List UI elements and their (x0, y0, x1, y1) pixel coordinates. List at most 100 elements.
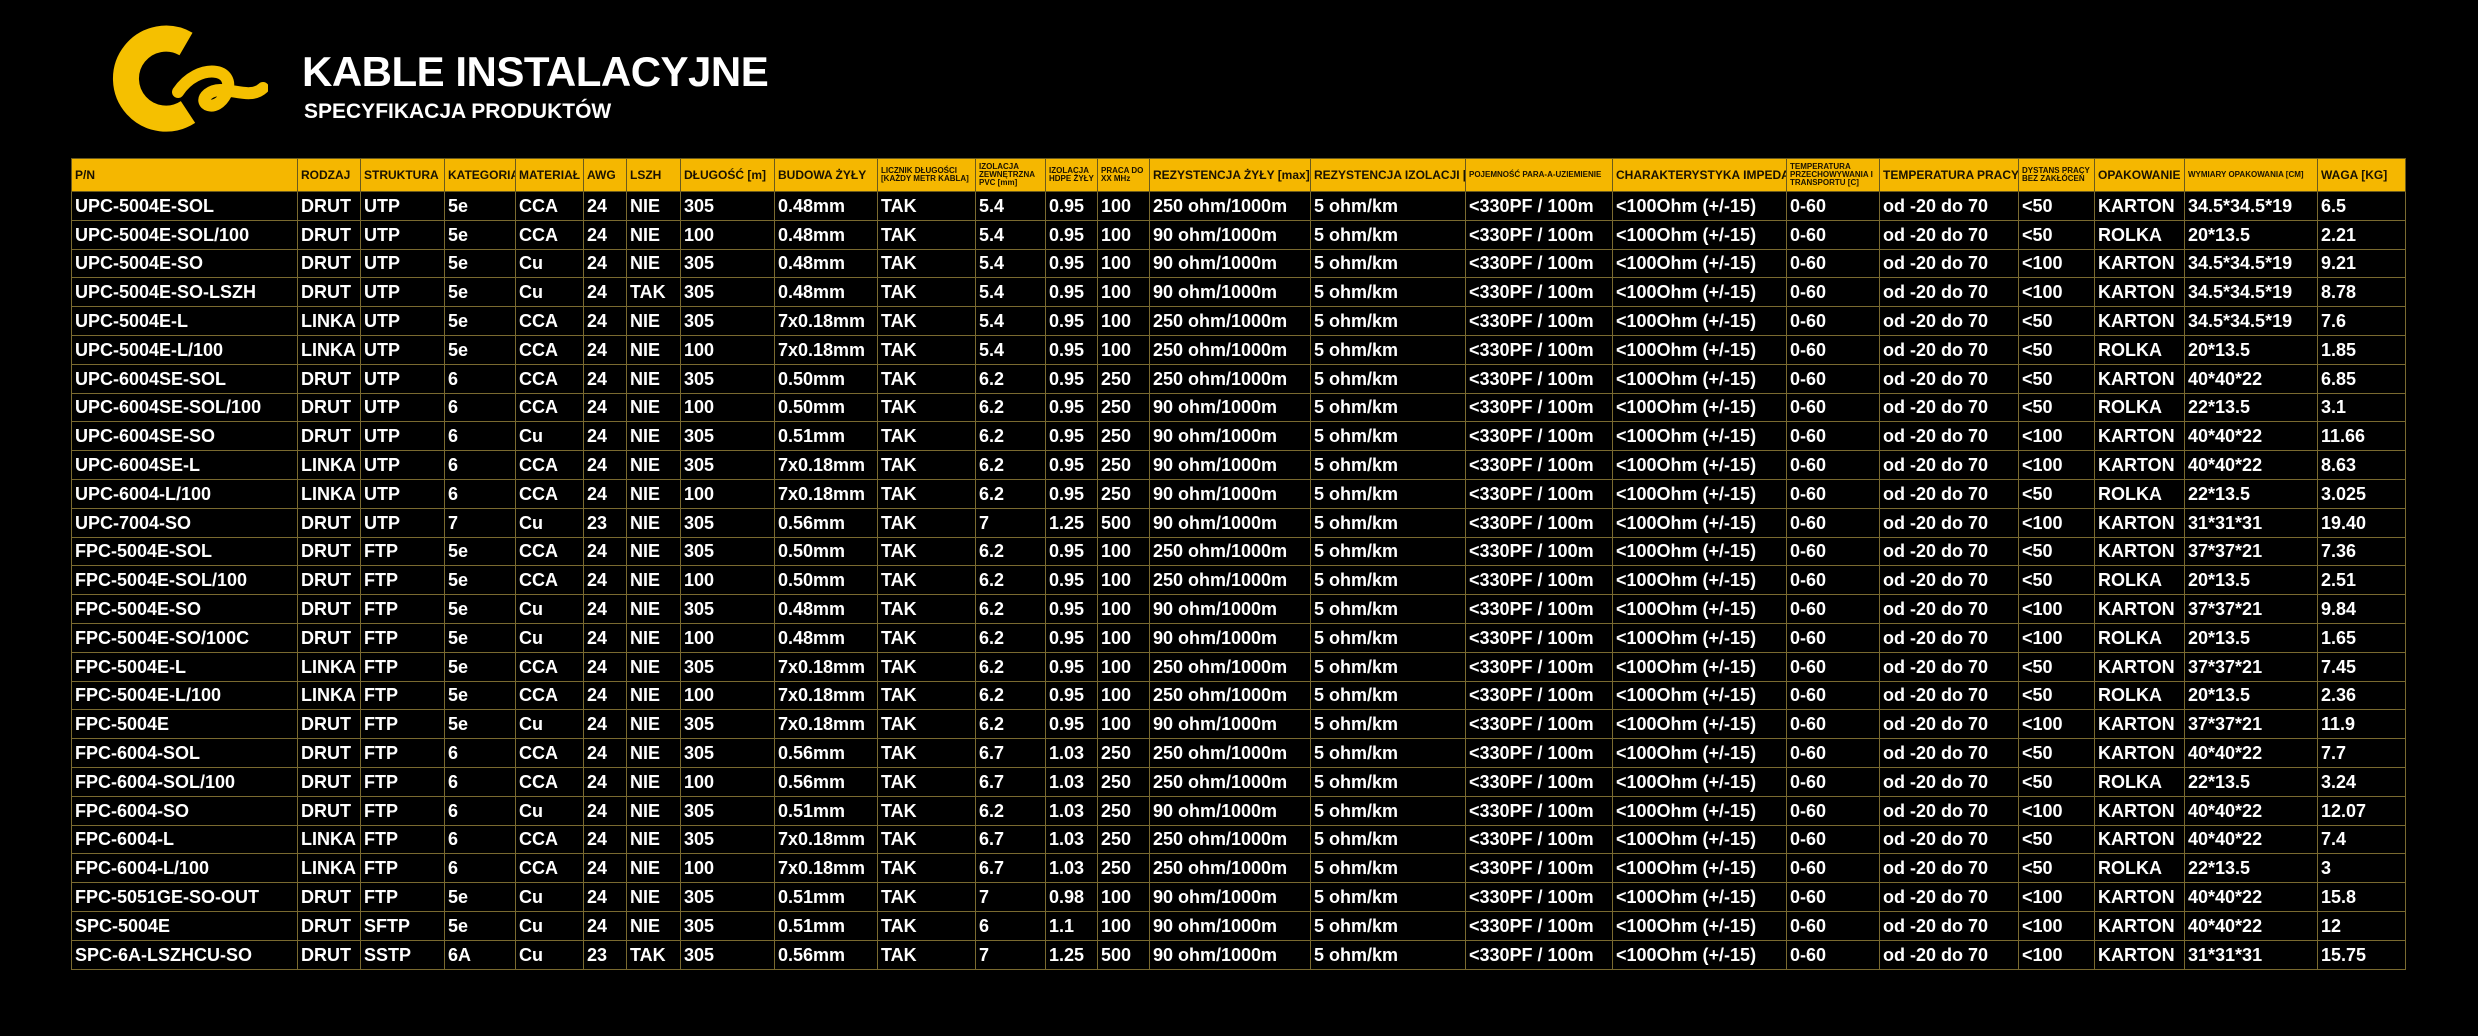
table-cell: FPC-5004E-SO (71, 594, 298, 624)
table-cell: 250 (1097, 392, 1150, 423)
table-cell: 250 ohm/1000m (1149, 853, 1311, 884)
table-cell: 7 (975, 939, 1046, 970)
table-cell: KARTON (2094, 536, 2185, 567)
table-cell: 5 ohm/km (1310, 622, 1466, 653)
table-cell: CCA (515, 738, 584, 768)
table-cell: CCA (515, 334, 584, 365)
table-cell: UPC-6004SE-SOL (71, 363, 298, 394)
table-cell: 22*13.5 (2184, 478, 2318, 509)
table-cell: 0.95 (1045, 421, 1098, 452)
table-cell: 2.36 (2317, 680, 2406, 711)
table-cell: DRUT (297, 219, 361, 250)
table-cell: <330PF / 100m (1465, 766, 1613, 797)
table-cell: TAK (877, 651, 976, 682)
table-cell: <100Ohm (+/-15) (1612, 824, 1787, 855)
table-cell: 7x0.18mm (774, 651, 878, 682)
table-cell: 100 (680, 853, 775, 884)
table-cell: CCA (515, 392, 584, 423)
table-cell: 9.21 (2317, 248, 2406, 279)
column-header: STRUKTURA (360, 158, 445, 192)
table-cell: TAK (877, 507, 976, 538)
table-cell: 0-60 (1786, 306, 1880, 336)
table-cell: 250 ohm/1000m (1149, 738, 1311, 768)
table-cell: <330PF / 100m (1465, 306, 1613, 336)
table-cell: LINKA (297, 306, 361, 336)
table-cell: TAK (877, 306, 976, 336)
table-cell: <100Ohm (+/-15) (1612, 536, 1787, 567)
table-cell: <100 (2018, 622, 2095, 653)
table-cell: 0.95 (1045, 191, 1098, 221)
table-cell: <100Ohm (+/-15) (1612, 450, 1787, 480)
table-cell: 0-60 (1786, 651, 1880, 682)
table-cell: TAK (877, 392, 976, 423)
column-header: OPAKOWANIE (2094, 158, 2185, 192)
table-cell: 0.95 (1045, 248, 1098, 279)
table-cell: 6.2 (975, 450, 1046, 480)
table-cell: UPC-5004E-SO (71, 248, 298, 279)
table-cell: NIE (626, 795, 681, 826)
table-cell: 6.7 (975, 824, 1046, 855)
table-cell: UPC-5004E-SO-LSZH (71, 277, 298, 308)
table-cell: od -20 do 70 (1879, 853, 2019, 884)
table-cell: 5e (444, 709, 516, 740)
table-cell: FTP (360, 824, 445, 855)
table-cell: ROLKA (2094, 565, 2185, 596)
column-header: CHARAKTERYSTYKA IMPEDANCJI (1612, 158, 1787, 192)
table-cell: <100 (2018, 795, 2095, 826)
table-cell: 250 ohm/1000m (1149, 191, 1311, 221)
table-cell: 1.03 (1045, 766, 1098, 797)
table-cell: 1.03 (1045, 795, 1098, 826)
table-cell: NIE (626, 191, 681, 221)
table-cell: 8.78 (2317, 277, 2406, 308)
table-cell: od -20 do 70 (1879, 363, 2019, 394)
table-cell: FTP (360, 882, 445, 912)
table-cell: <100Ohm (+/-15) (1612, 622, 1787, 653)
table-cell: UTP (360, 450, 445, 480)
table-cell: 24 (583, 536, 627, 567)
table-cell: 24 (583, 191, 627, 221)
table-cell: <330PF / 100m (1465, 853, 1613, 884)
table-cell: ROLKA (2094, 478, 2185, 509)
table-cell: 7.6 (2317, 306, 2406, 336)
table-cell: FPC-5004E-SOL (71, 536, 298, 567)
table-cell: ROLKA (2094, 334, 2185, 365)
table-cell: <100Ohm (+/-15) (1612, 248, 1787, 279)
table-cell: DRUT (297, 795, 361, 826)
table-row: FPC-6004-SO DRUT FTP 6 Cu 24 NIE 305 0.51mm TAK 6.… (71, 795, 2406, 826)
table-cell: <100Ohm (+/-15) (1612, 939, 1787, 970)
table-cell: 0-60 (1786, 536, 1880, 567)
table-cell: od -20 do 70 (1879, 421, 2019, 452)
table-cell: <100 (2018, 277, 2095, 308)
table-cell: 5e (444, 680, 516, 711)
table-cell: 250 ohm/1000m (1149, 363, 1311, 394)
table-cell: 0-60 (1786, 219, 1880, 250)
table-cell: 24 (583, 565, 627, 596)
table-cell: 34.5*34.5*19 (2184, 306, 2318, 336)
column-header: LICZNIK DŁUGOŚCI [KAŻDY METR KABLA] (877, 158, 976, 192)
table-cell: KARTON (2094, 277, 2185, 308)
table-cell: UPC-6004SE-SOL/100 (71, 392, 298, 423)
table-cell: od -20 do 70 (1879, 622, 2019, 653)
table-cell: <50 (2018, 853, 2095, 884)
table-cell: <50 (2018, 738, 2095, 768)
table-cell: 7x0.18mm (774, 709, 878, 740)
table-cell: FTP (360, 536, 445, 567)
table-cell: 0-60 (1786, 709, 1880, 740)
table-row: UPC-7004-SO DRUT UTP 7 Cu 23 NIE 305 0.56mm TAK 7 1… (71, 507, 2406, 538)
table-cell: 19.40 (2317, 507, 2406, 538)
table-row: SPC-5004E DRUT SFTP 5e Cu 24 NIE 305 0.51mm TAK 6 1… (71, 910, 2406, 941)
table-cell: 7 (975, 507, 1046, 538)
table-cell: 24 (583, 594, 627, 624)
table-cell: CCA (515, 536, 584, 567)
table-cell: 0-60 (1786, 795, 1880, 826)
table-cell: 24 (583, 248, 627, 279)
table-cell: <100Ohm (+/-15) (1612, 219, 1787, 250)
table-cell: <330PF / 100m (1465, 680, 1613, 711)
table-cell: FPC-6004-SO (71, 795, 298, 826)
table-cell: 305 (680, 421, 775, 452)
table-cell: FTP (360, 766, 445, 797)
table-cell: <330PF / 100m (1465, 882, 1613, 912)
table-cell: FPC-5051GE-SO-OUT (71, 882, 298, 912)
table-cell: ROLKA (2094, 766, 2185, 797)
table-cell: 100 (680, 565, 775, 596)
